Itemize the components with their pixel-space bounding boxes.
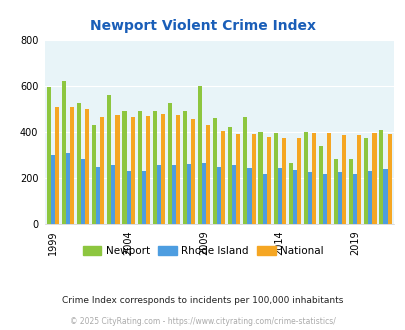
Bar: [213, 118, 217, 224]
Bar: [326, 133, 330, 224]
Bar: [232, 166, 236, 224]
Bar: [145, 116, 149, 224]
Bar: [92, 125, 96, 224]
Bar: [262, 174, 266, 224]
Bar: [175, 115, 179, 224]
Bar: [288, 163, 292, 224]
Bar: [281, 138, 285, 224]
Bar: [322, 174, 326, 224]
Bar: [198, 86, 202, 224]
Bar: [160, 114, 164, 224]
Bar: [141, 171, 145, 224]
Bar: [217, 167, 221, 224]
Bar: [167, 103, 171, 224]
Text: Newport Violent Crime Index: Newport Violent Crime Index: [90, 19, 315, 33]
Bar: [292, 170, 296, 224]
Bar: [107, 95, 111, 224]
Text: © 2025 CityRating.com - https://www.cityrating.com/crime-statistics/: © 2025 CityRating.com - https://www.city…: [70, 317, 335, 326]
Bar: [337, 172, 341, 224]
Bar: [62, 81, 66, 224]
Bar: [66, 153, 70, 224]
Bar: [152, 111, 156, 224]
Bar: [228, 127, 232, 224]
Bar: [81, 159, 85, 224]
Bar: [251, 134, 255, 224]
Bar: [378, 130, 382, 224]
Bar: [318, 146, 322, 224]
Bar: [122, 111, 126, 224]
Bar: [243, 117, 247, 224]
Bar: [348, 159, 352, 224]
Bar: [130, 117, 134, 224]
Bar: [352, 174, 356, 224]
Bar: [367, 171, 371, 224]
Bar: [333, 159, 337, 224]
Bar: [206, 125, 210, 224]
Bar: [70, 107, 74, 224]
Bar: [51, 155, 55, 224]
Bar: [191, 119, 195, 224]
Bar: [100, 117, 104, 224]
Bar: [363, 138, 367, 224]
Bar: [202, 163, 206, 224]
Legend: Newport, Rhode Island, National: Newport, Rhode Island, National: [78, 242, 327, 260]
Bar: [137, 111, 141, 224]
Bar: [96, 167, 100, 224]
Bar: [187, 164, 191, 224]
Bar: [47, 87, 51, 224]
Bar: [111, 166, 115, 224]
Bar: [258, 132, 262, 224]
Bar: [356, 135, 360, 224]
Bar: [277, 168, 281, 224]
Bar: [341, 135, 345, 224]
Bar: [371, 133, 375, 224]
Bar: [126, 171, 130, 224]
Bar: [182, 111, 187, 224]
Bar: [55, 107, 59, 224]
Bar: [387, 134, 391, 224]
Bar: [273, 133, 277, 224]
Bar: [296, 138, 300, 224]
Bar: [171, 166, 175, 224]
Bar: [266, 137, 270, 224]
Bar: [382, 169, 387, 224]
Bar: [221, 131, 225, 224]
Bar: [303, 132, 307, 224]
Bar: [247, 168, 251, 224]
Bar: [236, 134, 240, 224]
Text: Crime Index corresponds to incidents per 100,000 inhabitants: Crime Index corresponds to incidents per…: [62, 296, 343, 305]
Bar: [307, 172, 311, 224]
Bar: [115, 115, 119, 224]
Bar: [77, 103, 81, 224]
Bar: [85, 109, 89, 224]
Bar: [156, 166, 160, 224]
Bar: [311, 133, 315, 224]
